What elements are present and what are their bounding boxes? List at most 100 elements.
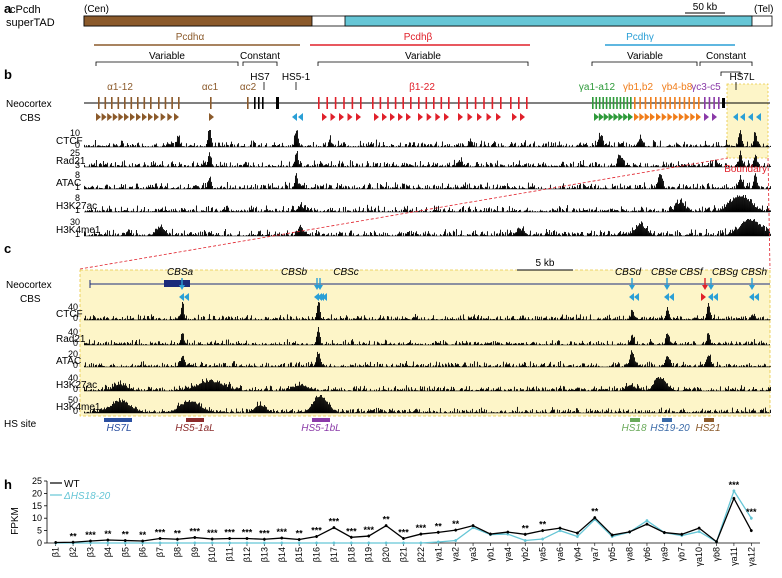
cbs-arrow (426, 113, 432, 121)
x-tick-label: γa10 (694, 547, 704, 567)
series-point (593, 516, 597, 520)
alphac1-label: αc1 (202, 82, 219, 93)
x-tick-label: β18 (346, 547, 356, 562)
cbs-arrow (356, 113, 361, 121)
series-point (506, 532, 510, 536)
series-point (610, 533, 614, 537)
cbs-label-c: CBS (20, 294, 41, 305)
cbs-arrow-c (749, 293, 754, 301)
cbs-arrow (696, 113, 701, 121)
gene-bar (262, 97, 264, 109)
series-point (332, 526, 336, 530)
gene-bar (418, 97, 420, 109)
expression-chart: 0 5 10 15 20 25 β1 β2 β3 β4 β5 β6 β7 β8 β9 β10 β11 β12 β13… (32, 476, 760, 567)
series-point (523, 539, 527, 542)
cbs-arrow (598, 113, 604, 121)
track-min-b: 1 (75, 182, 80, 192)
cbs-arrow (142, 113, 147, 121)
gene-bar (104, 97, 107, 109)
x-tick-label: β19 (364, 547, 374, 562)
track-max-b: 30 (70, 217, 80, 227)
track-label-b: Rad21 (56, 156, 86, 167)
significance-mark: *** (416, 523, 427, 533)
series-point (106, 541, 110, 545)
gene-bar (379, 97, 382, 109)
panel-label-h: h (4, 477, 12, 492)
series-point (367, 534, 371, 538)
gene-bar (440, 97, 443, 109)
gene-bar (111, 97, 113, 109)
cbs-arrow (330, 113, 336, 121)
x-tick-label: γa12 (746, 547, 756, 567)
significance-mark: *** (329, 517, 340, 527)
x-tick-label: β13 (259, 547, 269, 562)
series-point (332, 541, 336, 545)
x-tick-label: γb6 (642, 547, 652, 562)
series-point (541, 537, 545, 541)
hs-sites: HS7L HS5-1aL HS5-1bL HS18 HS19-20 HS21 (104, 418, 721, 434)
gene-bar (650, 97, 652, 109)
series-point (349, 535, 353, 539)
gene-bar (130, 97, 133, 109)
significance-mark: ** (139, 530, 147, 540)
series-point (280, 536, 284, 540)
gamma-a-label: γa1-a12 (579, 82, 616, 93)
x-tick-label: γa9 (659, 547, 669, 562)
alpha-tad-block (83, 15, 313, 27)
cbs-arrow-c (629, 293, 634, 301)
series-point (193, 541, 197, 545)
y-tick-label: 15 (32, 501, 42, 511)
panel-b: b Pcdhα Pcdhβ Pcdhγ Variable Constant Va… (4, 32, 771, 239)
cbs-arrow-c (314, 293, 319, 301)
gene-bar (98, 97, 100, 109)
cbs-arrow (298, 113, 303, 121)
series-point (176, 541, 179, 545)
cbs-arrow (623, 113, 629, 121)
cbs-arrow-c (322, 293, 327, 301)
gene-bar (164, 97, 167, 109)
track-max-c: 20 (68, 349, 78, 359)
hs-label: HS21 (695, 423, 720, 434)
panel-h: h FPKM WT ΔHS18-20 0 5 10 15 20 25 β1 β2 β3 β4 β5 β… (4, 476, 760, 567)
gene-bar (425, 97, 428, 109)
gene-bar (644, 97, 647, 109)
gene-bar (708, 97, 711, 109)
significance-mark: ** (539, 520, 547, 530)
series-point (315, 535, 318, 538)
gene-bar (609, 97, 611, 109)
hs-label: HS5-1bL (301, 423, 340, 434)
series-point (262, 537, 266, 541)
hs-label: HS18 (621, 423, 646, 434)
gene-bar (678, 97, 681, 109)
cbs-pointer-head (629, 285, 635, 290)
track-min-b: 0 (75, 140, 80, 150)
cbs-arrow (634, 113, 639, 121)
x-tick-label: β9 (190, 547, 200, 557)
cbs-arrow-c (754, 293, 759, 301)
series-point (697, 526, 701, 530)
panel-a: a cPcdh superTAD (Cen) (Tel) Pcdhα TAD P… (4, 1, 773, 29)
x-tick-label: γb5 (607, 547, 617, 562)
neocortex-label-c: Neocortex (6, 280, 52, 291)
track-label-c: Rad21 (56, 334, 86, 345)
cbs-arrow (101, 113, 107, 121)
series-point (245, 541, 249, 545)
cbs-arrow (382, 113, 387, 121)
track-min-b: 1 (75, 229, 80, 239)
track-b-rad21-signal (84, 150, 771, 167)
constant-label-3: Constant (706, 51, 746, 62)
supertad-label: superTAD (6, 17, 55, 29)
cbs-arrow (374, 113, 379, 121)
hs-label: HS19-20 (650, 423, 690, 434)
cbs-arrow (148, 113, 153, 121)
cbs-arrow (124, 113, 129, 121)
panel-label-c: c (4, 241, 11, 256)
x-tick-label: β12 (242, 547, 252, 562)
cbs-arrow (96, 113, 101, 121)
significance-mark: ** (104, 529, 112, 539)
track-max-b: 8 (75, 170, 80, 180)
